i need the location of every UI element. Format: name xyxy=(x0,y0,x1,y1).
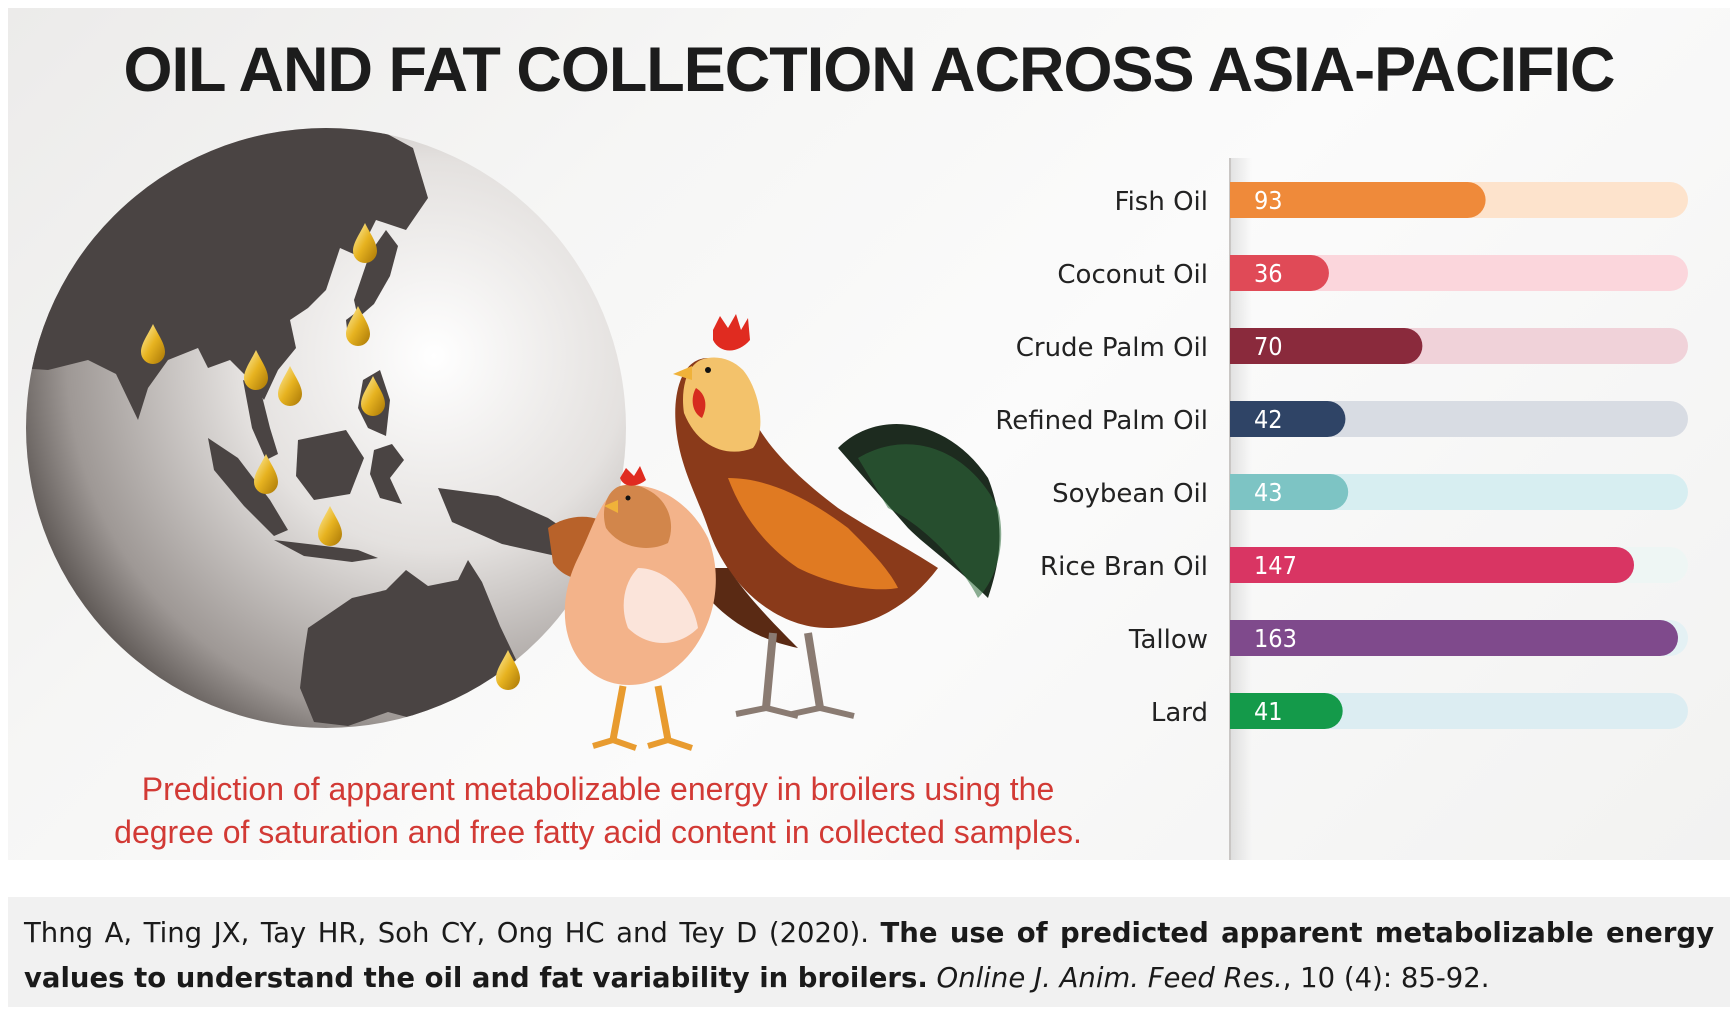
data-label: 42 xyxy=(1254,405,1283,434)
oil-drop-icon xyxy=(254,454,278,494)
category-label: Refined Palm Oil xyxy=(995,406,1208,436)
bar-track xyxy=(1230,693,1688,729)
citation-authors: Thng A, Ting JX, Tay HR, Soh CY, Ong HC … xyxy=(24,917,881,949)
category-label: Crude Palm Oil xyxy=(1016,333,1208,363)
bar xyxy=(1230,547,1635,583)
bar xyxy=(1230,328,1423,364)
subtitle: Prediction of apparent metabolizable ene… xyxy=(98,768,1098,854)
citation-article-title: The use of predicted apparent metaboliza… xyxy=(24,917,1714,994)
malay-peninsula-landmass xyxy=(243,380,278,460)
bar-chart: 93 Fish Oil 36 Coconut Oil 70 Crude Palm Oil 4… xyxy=(995,158,1688,860)
borneo-landmass xyxy=(296,430,364,500)
bar-track xyxy=(1230,255,1688,291)
data-label: 147 xyxy=(1254,551,1297,580)
subtitle-line: degree of saturation and free fatty acid… xyxy=(114,814,1082,850)
data-label: 43 xyxy=(1254,478,1283,507)
oil-drops xyxy=(141,223,520,690)
citation-box: Thng A, Ting JX, Tay HR, Soh CY, Ong HC … xyxy=(8,897,1730,1007)
illustration xyxy=(26,128,1002,751)
data-label: 70 xyxy=(1254,332,1283,361)
bar xyxy=(1230,182,1486,218)
infographic-panel: OIL AND FAT COLLECTION ACROSS ASIA-PACIF… xyxy=(8,8,1730,860)
category-label: Coconut Oil xyxy=(1057,260,1208,290)
category-label: Tallow xyxy=(1128,625,1208,655)
citation: Thng A, Ting JX, Tay HR, Soh CY, Ong HC … xyxy=(24,911,1714,1001)
subtitle-line: Prediction of apparent metabolizable ene… xyxy=(141,771,1055,807)
rooster-icon xyxy=(673,314,1002,719)
data-label: 36 xyxy=(1254,259,1283,288)
bar xyxy=(1230,255,1329,291)
sumatra-landmass xyxy=(208,438,288,536)
category-label: Rice Bran Oil xyxy=(1040,552,1208,582)
bar xyxy=(1230,474,1349,510)
page-title: OIL AND FAT COLLECTION ACROSS ASIA-PACIF… xyxy=(123,35,1616,105)
bar-track xyxy=(1230,401,1688,437)
sulawesi-landmass xyxy=(370,444,404,504)
oil-drop-icon xyxy=(361,376,385,416)
oil-drop-icon xyxy=(141,324,165,364)
hen-icon xyxy=(548,466,716,751)
oil-drop-icon xyxy=(346,306,370,346)
data-label: 163 xyxy=(1254,624,1297,653)
data-label: 93 xyxy=(1254,186,1283,215)
category-label: Lard xyxy=(1151,698,1208,728)
citation-details: , 10 (4): 85-92. xyxy=(1282,962,1490,994)
oil-drop-icon xyxy=(318,506,342,546)
oil-drop-icon xyxy=(278,366,302,406)
java-landmass xyxy=(274,540,378,562)
category-label: Fish Oil xyxy=(1115,187,1209,217)
bar xyxy=(1230,620,1678,656)
bar xyxy=(1230,693,1343,729)
citation-journal: Online J. Anim. Feed Res. xyxy=(936,962,1283,994)
new-guinea-landmass xyxy=(438,488,578,556)
category-label: Soybean Oil xyxy=(1052,479,1208,509)
oil-drop-icon xyxy=(244,350,268,390)
bar xyxy=(1230,401,1346,437)
oil-drop-icon xyxy=(353,223,377,263)
data-label: 41 xyxy=(1254,697,1283,726)
oil-drop-icon xyxy=(496,650,520,690)
japan-landmass xyxy=(354,230,398,318)
